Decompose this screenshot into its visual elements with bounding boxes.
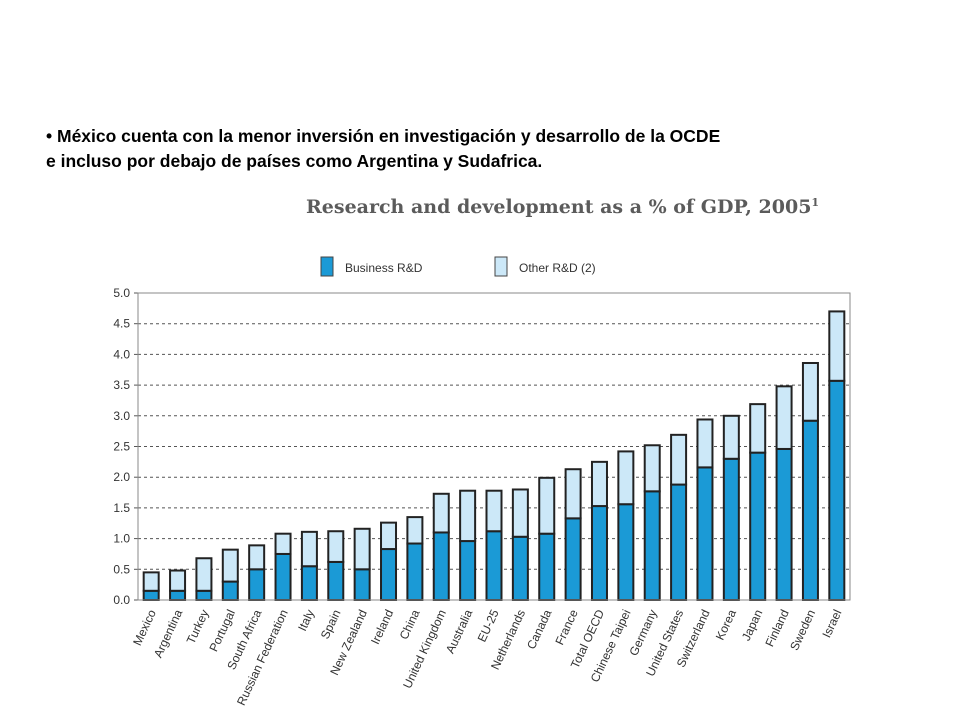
bar-business-rd xyxy=(485,530,503,601)
bar-other-rd xyxy=(142,571,160,592)
x-category-label: Japan xyxy=(739,607,766,643)
bar-other-rd xyxy=(511,488,529,538)
bar-business-rd xyxy=(538,532,556,601)
bar-other-rd xyxy=(590,460,608,508)
bar-business-rd xyxy=(643,490,661,601)
bar-business-rd xyxy=(274,552,292,602)
x-category-label: China xyxy=(397,607,423,642)
x-category-label: France xyxy=(552,607,581,647)
y-tick-label: 0.5 xyxy=(113,562,130,576)
bar-other-rd xyxy=(828,310,846,382)
bar-business-rd xyxy=(142,589,160,601)
bar-business-rd xyxy=(380,548,398,602)
bar-business-rd xyxy=(696,466,714,601)
bar-business-rd xyxy=(459,540,477,602)
bar-business-rd xyxy=(670,483,688,601)
bar-other-rd xyxy=(300,530,318,568)
bar-other-rd xyxy=(380,521,398,551)
bar-other-rd xyxy=(248,544,266,571)
bar-other-rd xyxy=(327,530,345,563)
y-tick-label: 4.5 xyxy=(113,317,130,331)
chart-title-text: Research and development as a % of GDP, … xyxy=(306,196,811,218)
bar-other-rd xyxy=(485,489,503,533)
bar-business-rd xyxy=(564,517,582,602)
bar-business-rd xyxy=(169,589,187,601)
x-category-label: Ireland xyxy=(368,607,396,646)
x-category-label: Spain xyxy=(318,607,344,641)
x-category-label: Canada xyxy=(524,607,555,651)
bar-other-rd xyxy=(564,468,582,520)
bar-business-rd xyxy=(722,457,740,601)
plot-frame xyxy=(137,292,851,601)
bar-other-rd xyxy=(459,489,477,543)
bar-business-rd xyxy=(801,419,819,601)
bar-other-rd xyxy=(274,532,292,555)
bar-other-rd xyxy=(775,385,793,450)
bar-business-rd xyxy=(353,568,371,601)
legend-swatch xyxy=(494,256,508,277)
bar-business-rd xyxy=(828,379,846,601)
y-tick-label: 0.0 xyxy=(113,593,130,607)
x-category-label: Mexico xyxy=(130,607,159,648)
bar-other-rd xyxy=(432,492,450,534)
x-category-label: Finland xyxy=(762,607,791,649)
y-axis: 0.0 0.5 1.0 1.5 2.0 2.5 3.0 3.5 4.0 4.5 5.0 xyxy=(113,286,138,607)
bar-other-rd xyxy=(749,403,767,454)
chart-legend: Business R&D Other R&D (2) xyxy=(320,256,596,277)
bar-business-rd xyxy=(511,535,529,601)
legend-label: Other R&D (2) xyxy=(519,261,596,275)
y-tick-label: 1.0 xyxy=(113,532,130,546)
bar-business-rd xyxy=(300,565,318,601)
slide-bullet-text: • México cuenta con la menor inversión e… xyxy=(46,124,926,174)
bar-other-rd xyxy=(722,414,740,460)
bar-other-rd xyxy=(696,418,714,469)
bullet-line-2: e incluso por debajo de países como Arge… xyxy=(46,151,543,171)
bar-other-rd xyxy=(169,569,187,592)
chart-bars xyxy=(142,310,846,602)
bar-business-rd xyxy=(248,568,266,601)
x-category-label: Italy xyxy=(295,607,317,633)
bar-other-rd xyxy=(801,361,819,422)
bar-business-rd xyxy=(432,531,450,602)
x-category-label: Turkey xyxy=(184,607,212,646)
bar-business-rd xyxy=(221,580,239,602)
legend-swatch xyxy=(320,256,334,277)
chart-title-superscript: 1 xyxy=(811,196,819,209)
y-tick-label: 2.0 xyxy=(113,470,130,484)
y-tick-label: 1.5 xyxy=(113,501,130,515)
bar-other-rd xyxy=(617,450,635,506)
x-category-label: Sweden xyxy=(787,607,818,652)
bar-business-rd xyxy=(775,447,793,601)
x-category-label: EU-25 xyxy=(475,607,502,644)
bar-other-rd xyxy=(195,557,213,592)
bullet-line-1: • México cuenta con la menor inversión e… xyxy=(46,126,721,146)
bar-business-rd xyxy=(327,560,345,602)
bar-business-rd xyxy=(406,542,424,602)
x-category-label: Korea xyxy=(713,607,739,642)
y-tick-label: 4.0 xyxy=(113,347,130,361)
bar-other-rd xyxy=(221,548,239,583)
bar-business-rd xyxy=(195,589,213,601)
y-tick-label: 2.5 xyxy=(113,440,130,454)
bar-other-rd xyxy=(406,516,424,545)
bar-other-rd xyxy=(643,444,661,493)
bar-business-rd xyxy=(590,505,608,602)
bar-business-rd xyxy=(749,451,767,602)
bar-business-rd xyxy=(617,503,635,601)
x-category-label: Israel xyxy=(819,607,844,640)
chart-title: Research and development as a % of GDP, … xyxy=(306,196,819,218)
y-tick-label: 5.0 xyxy=(113,286,130,300)
legend-label: Business R&D xyxy=(345,261,423,275)
bar-other-rd xyxy=(670,433,688,486)
bar-other-rd xyxy=(538,476,556,535)
bar-other-rd xyxy=(353,527,371,571)
y-tick-label: 3.0 xyxy=(113,409,130,423)
y-tick-label: 3.5 xyxy=(113,378,130,392)
